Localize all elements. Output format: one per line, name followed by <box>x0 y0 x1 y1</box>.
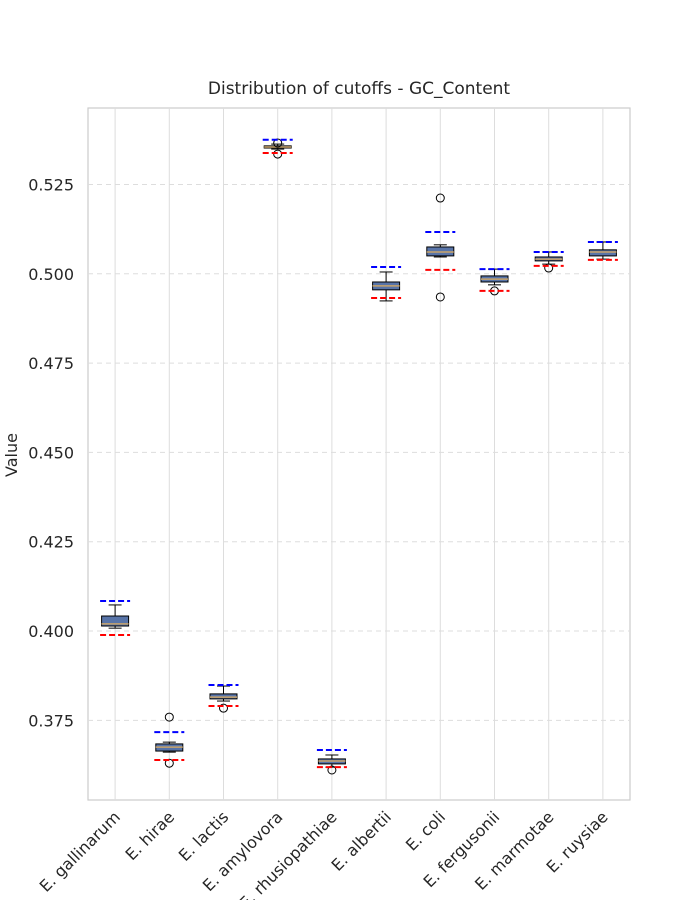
x-tick-label: E. gallinarum <box>36 807 124 895</box>
outlier <box>273 149 283 159</box>
box <box>101 615 130 627</box>
x-tick-label: E. albertii <box>328 807 395 874</box>
y-tick-label: 0.475 <box>28 354 74 373</box>
y-tick-label: 0.450 <box>28 443 74 462</box>
x-tick-label: E. hirae <box>121 807 178 864</box>
y-tick-label: 0.400 <box>28 622 74 641</box>
plot-frame <box>87 107 631 801</box>
y-tick-label: 0.525 <box>28 175 74 194</box>
x-tick-label: E. coli <box>402 807 449 854</box>
outlier <box>435 292 445 302</box>
y-tick-label: 0.425 <box>28 533 74 552</box>
chart-title: Distribution of cutoffs - GC_Content <box>208 79 511 99</box>
y-axis-label: Value <box>2 433 21 477</box>
outlier <box>544 263 554 273</box>
y-tick-label: 0.375 <box>28 711 74 730</box>
outlier <box>164 712 174 722</box>
outlier <box>435 193 445 203</box>
outlier <box>327 765 337 775</box>
box <box>588 249 617 257</box>
outlier <box>219 703 228 713</box>
y-tick-label: 0.500 <box>28 265 74 284</box>
